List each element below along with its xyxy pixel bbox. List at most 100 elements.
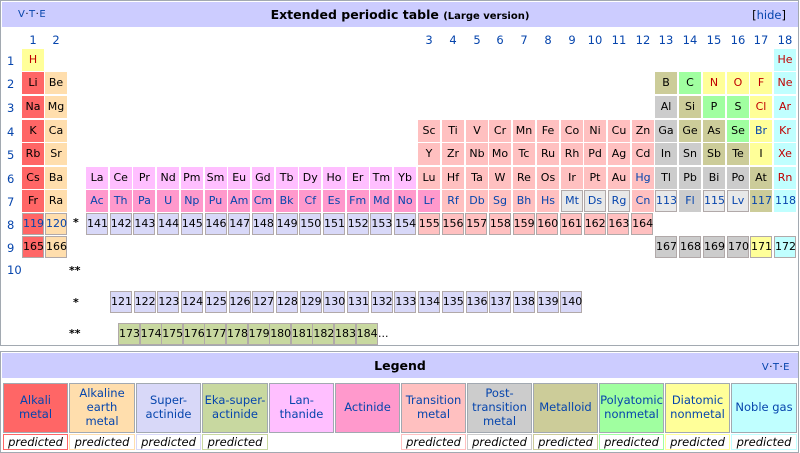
- element-pt[interactable]: Pt: [584, 167, 606, 189]
- element-119[interactable]: 119: [22, 213, 44, 235]
- element-138[interactable]: 138: [512, 291, 535, 313]
- element-au[interactable]: Au: [608, 167, 630, 189]
- element-129[interactable]: 129: [299, 291, 322, 313]
- period-number[interactable]: 5: [7, 148, 15, 162]
- element-sn[interactable]: Sn: [679, 143, 701, 165]
- element-sc[interactable]: Sc: [418, 120, 440, 142]
- element-118[interactable]: 118: [774, 190, 796, 212]
- element-180[interactable]: 180: [269, 323, 292, 345]
- element-tb[interactable]: Tb: [275, 167, 298, 189]
- element-ir[interactable]: Ir: [561, 167, 583, 189]
- element-yb[interactable]: Yb: [394, 167, 417, 189]
- element-183[interactable]: 183: [334, 323, 356, 345]
- element-lv[interactable]: Lv: [727, 190, 749, 212]
- period-number[interactable]: 2: [7, 77, 15, 91]
- element-kr[interactable]: Kr: [774, 120, 796, 142]
- element-pb[interactable]: Pb: [679, 167, 701, 189]
- legend-item[interactable]: Polyatomic nonmetal: [599, 383, 664, 433]
- element-bi[interactable]: Bi: [703, 167, 725, 189]
- element-147[interactable]: 147: [228, 213, 251, 235]
- element-153[interactable]: 153: [370, 213, 393, 235]
- group-number[interactable]: 17: [753, 33, 769, 47]
- legend-item[interactable]: Super-actinide: [136, 383, 201, 433]
- element-162[interactable]: 162: [583, 213, 606, 235]
- element-173[interactable]: 173: [118, 323, 140, 345]
- element-cm[interactable]: Cm: [251, 190, 274, 212]
- element-p[interactable]: P: [703, 96, 725, 118]
- legend-item[interactable]: Transition metal: [401, 383, 466, 433]
- element-sr[interactable]: Sr: [45, 143, 67, 165]
- element-eu[interactable]: Eu: [228, 167, 251, 189]
- group-number[interactable]: 7: [520, 33, 528, 47]
- element-ne[interactable]: Ne: [774, 72, 796, 94]
- group-number[interactable]: 6: [496, 33, 504, 47]
- element-176[interactable]: 176: [182, 323, 205, 345]
- edit-link[interactable]: E: [39, 9, 47, 20]
- element-121[interactable]: 121: [110, 291, 132, 313]
- element-148[interactable]: 148: [251, 213, 274, 235]
- element-si[interactable]: Si: [679, 96, 701, 118]
- element-127[interactable]: 127: [252, 291, 275, 313]
- element-ag[interactable]: Ag: [608, 143, 630, 165]
- element-140[interactable]: 140: [560, 291, 583, 313]
- element-tm[interactable]: Tm: [370, 167, 393, 189]
- element-145[interactable]: 145: [180, 213, 203, 235]
- element-113[interactable]: 113: [655, 190, 677, 212]
- element-178[interactable]: 178: [226, 323, 248, 345]
- element-ar[interactable]: Ar: [774, 96, 796, 118]
- element-sg[interactable]: Sg: [489, 190, 511, 212]
- element-re[interactable]: Re: [513, 167, 535, 189]
- element-bh[interactable]: Bh: [513, 190, 535, 212]
- element-c[interactable]: C: [679, 72, 701, 94]
- element-182[interactable]: 182: [312, 323, 335, 345]
- element-in[interactable]: In: [655, 143, 677, 165]
- element-f[interactable]: F: [750, 72, 772, 94]
- element-cf[interactable]: Cf: [299, 190, 322, 212]
- element-rf[interactable]: Rf: [442, 190, 464, 212]
- element-159[interactable]: 159: [512, 213, 535, 235]
- period-number[interactable]: 6: [7, 172, 15, 186]
- element-128[interactable]: 128: [275, 291, 298, 313]
- element-po[interactable]: Po: [727, 167, 749, 189]
- period-number[interactable]: 7: [7, 195, 15, 209]
- element-cu[interactable]: Cu: [608, 120, 630, 142]
- element-152[interactable]: 152: [346, 213, 369, 235]
- element-163[interactable]: 163: [607, 213, 630, 235]
- element-130[interactable]: 130: [323, 291, 346, 313]
- element-hs[interactable]: Hs: [537, 190, 559, 212]
- element-161[interactable]: 161: [560, 213, 582, 235]
- element-123[interactable]: 123: [157, 291, 180, 313]
- element-he[interactable]: He: [774, 49, 796, 71]
- element-sb[interactable]: Sb: [703, 143, 725, 165]
- element-rb[interactable]: Rb: [22, 143, 44, 165]
- view-link[interactable]: V: [18, 9, 26, 20]
- element-rg[interactable]: Rg: [608, 190, 630, 212]
- element-156[interactable]: 156: [441, 213, 464, 235]
- legend-item[interactable]: Metalloid: [533, 383, 598, 433]
- element-i[interactable]: I: [750, 143, 772, 165]
- element-174[interactable]: 174: [139, 323, 162, 345]
- element-mo[interactable]: Mo: [489, 143, 511, 165]
- element-133[interactable]: 133: [394, 291, 417, 313]
- group-number[interactable]: 3: [425, 33, 433, 47]
- element-167[interactable]: 167: [655, 236, 677, 258]
- element-155[interactable]: 155: [417, 213, 440, 235]
- element-la[interactable]: La: [86, 167, 108, 189]
- element-pd[interactable]: Pd: [584, 143, 606, 165]
- element-dy[interactable]: Dy: [299, 167, 322, 189]
- element-o[interactable]: O: [727, 72, 749, 94]
- element-149[interactable]: 149: [275, 213, 298, 235]
- element-er[interactable]: Er: [346, 167, 369, 189]
- element-mn[interactable]: Mn: [513, 120, 535, 142]
- element-179[interactable]: 179: [247, 323, 270, 345]
- element-171[interactable]: 171: [750, 236, 772, 258]
- element-184[interactable]: 184: [355, 323, 378, 345]
- element-cs[interactable]: Cs: [22, 167, 44, 189]
- element-181[interactable]: 181: [290, 323, 313, 345]
- element-cr[interactable]: Cr: [489, 120, 511, 142]
- group-number[interactable]: 11: [611, 33, 627, 47]
- element-ta[interactable]: Ta: [466, 167, 488, 189]
- element-as[interactable]: As: [703, 120, 725, 142]
- element-co[interactable]: Co: [561, 120, 583, 142]
- element-154[interactable]: 154: [394, 213, 417, 235]
